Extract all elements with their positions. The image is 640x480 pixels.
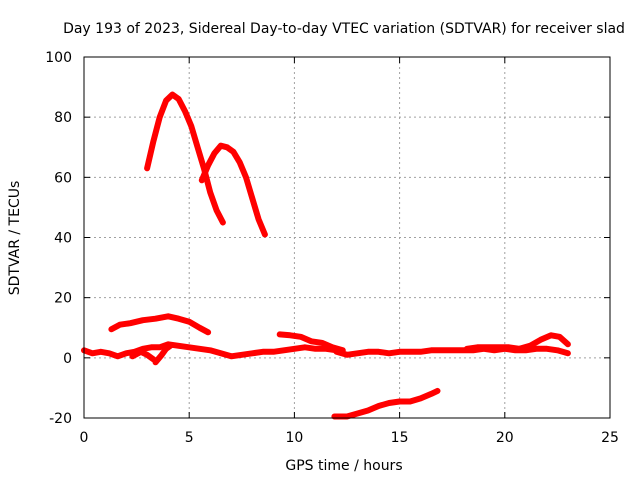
y-tick-label: 80 (54, 110, 72, 126)
chart-title: Day 193 of 2023, Sidereal Day-to-day VTE… (63, 21, 625, 37)
data-series (81, 91, 571, 420)
series-line-bump-right (463, 332, 571, 352)
y-tick-label: 20 (54, 291, 72, 307)
x-tick-label: 10 (285, 430, 303, 446)
y-axis-label: SDTVAR / TECUs (7, 181, 23, 296)
series-line-baseline-left (81, 341, 340, 360)
axis-ticks: 0 5 10 15 20 25 -20 0 20 40 60 80 100 (45, 50, 619, 446)
x-tick-label: 15 (391, 430, 409, 446)
y-tick-label: -20 (49, 411, 72, 427)
y-tick-label: 40 (54, 231, 72, 247)
series-line-arc-high-2 (198, 142, 268, 238)
x-tick-label: 5 (185, 430, 194, 446)
series-line-dip-spike-2 (129, 348, 157, 363)
series-line-arc-mid-left (108, 313, 212, 336)
x-tick-label: 0 (80, 430, 89, 446)
y-tick-label: 0 (63, 351, 72, 367)
series-line-arc-high-1 (144, 91, 226, 226)
series-line-arc-mid-right (276, 331, 346, 354)
series-line-dip-spike (152, 342, 174, 366)
y-tick-label: 60 (54, 170, 72, 186)
x-tick-label: 25 (601, 430, 619, 446)
x-tick-label: 20 (496, 430, 514, 446)
y-tick-label: 100 (45, 50, 72, 66)
series-line-baseline-right (333, 345, 571, 358)
series-line-low-arc (331, 387, 441, 420)
grid (84, 57, 610, 418)
x-axis-label: GPS time / hours (285, 458, 402, 474)
